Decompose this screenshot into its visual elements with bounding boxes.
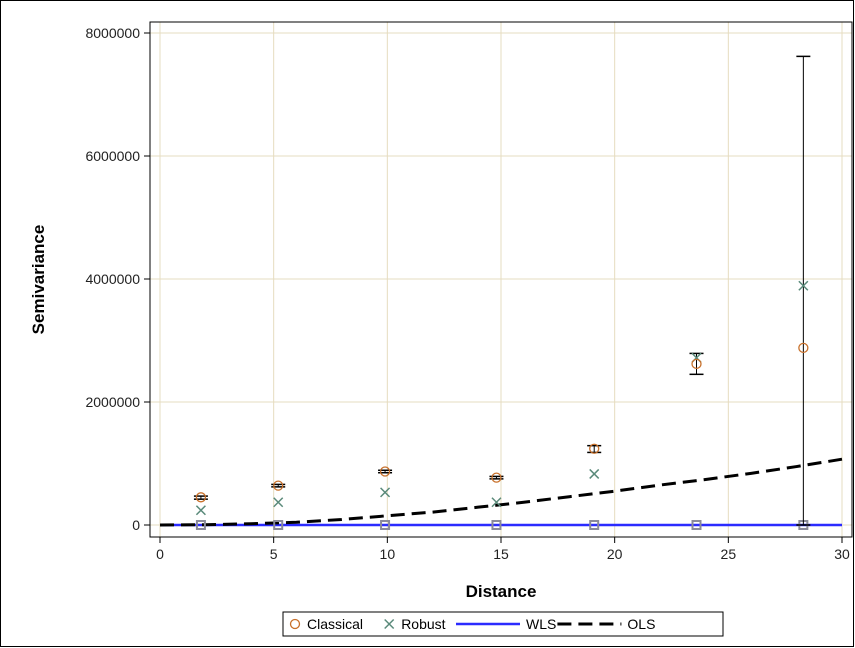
robust-marker-stroke — [491, 497, 502, 508]
classical-point — [798, 342, 809, 354]
y-tick-label: 0 — [132, 517, 140, 533]
x-axis-title: Distance — [466, 582, 537, 601]
robust-point — [589, 468, 600, 479]
robust-marker-stroke — [589, 468, 600, 479]
legend-symbol-robust — [384, 618, 395, 630]
x-tick-label: 30 — [834, 546, 850, 562]
classical-point — [589, 443, 600, 454]
x-tick-label: 0 — [156, 546, 164, 562]
classical-point — [379, 466, 391, 477]
x-tick-label: 10 — [380, 546, 396, 562]
robust-point — [380, 487, 391, 498]
series-layer — [159, 55, 843, 530]
robust-point — [195, 505, 206, 516]
zero-marker — [491, 520, 502, 530]
robust-point — [273, 497, 284, 508]
classical-point — [491, 472, 502, 483]
y-tick-label: 8000000 — [85, 25, 140, 41]
zero-marker — [273, 520, 284, 530]
axes: 0 5 10 15 20 25 30 0 2000000 4000000 6000000 800000… — [85, 25, 850, 562]
zero-marker — [380, 520, 391, 530]
zero-marker — [195, 520, 206, 530]
x-tick-label: 5 — [270, 546, 278, 562]
robust-marker-stroke — [798, 280, 809, 291]
classical-point — [195, 492, 207, 503]
zero-marker — [589, 520, 600, 530]
robust-marker-stroke — [273, 497, 284, 508]
y-axis-title: Semivariance — [29, 225, 48, 335]
grid-lines — [150, 22, 852, 537]
y-tick-label: 6000000 — [85, 148, 140, 164]
legend-label-robust: Robust — [401, 616, 445, 632]
zero-marker — [691, 520, 702, 530]
robust-point — [798, 280, 809, 291]
classical-point — [273, 480, 284, 491]
legend-label-wls: WLS — [526, 616, 556, 632]
legend-label-ols: OLS — [627, 616, 655, 632]
legend-label-classical: Classical — [307, 616, 363, 632]
classical-point — [691, 358, 702, 370]
robust-point — [491, 497, 502, 508]
y-tick-label: 4000000 — [85, 271, 140, 287]
legend-symbol-classical — [289, 618, 301, 630]
x-tick-label: 25 — [721, 546, 737, 562]
x-tick-label: 15 — [493, 546, 509, 562]
legend: Classical Robust WLS OLS — [282, 611, 724, 637]
x-tick-label: 20 — [607, 546, 623, 562]
robust-marker-stroke — [195, 505, 206, 516]
y-tick-label: 2000000 — [85, 394, 140, 410]
robust-marker-stroke — [380, 487, 391, 498]
